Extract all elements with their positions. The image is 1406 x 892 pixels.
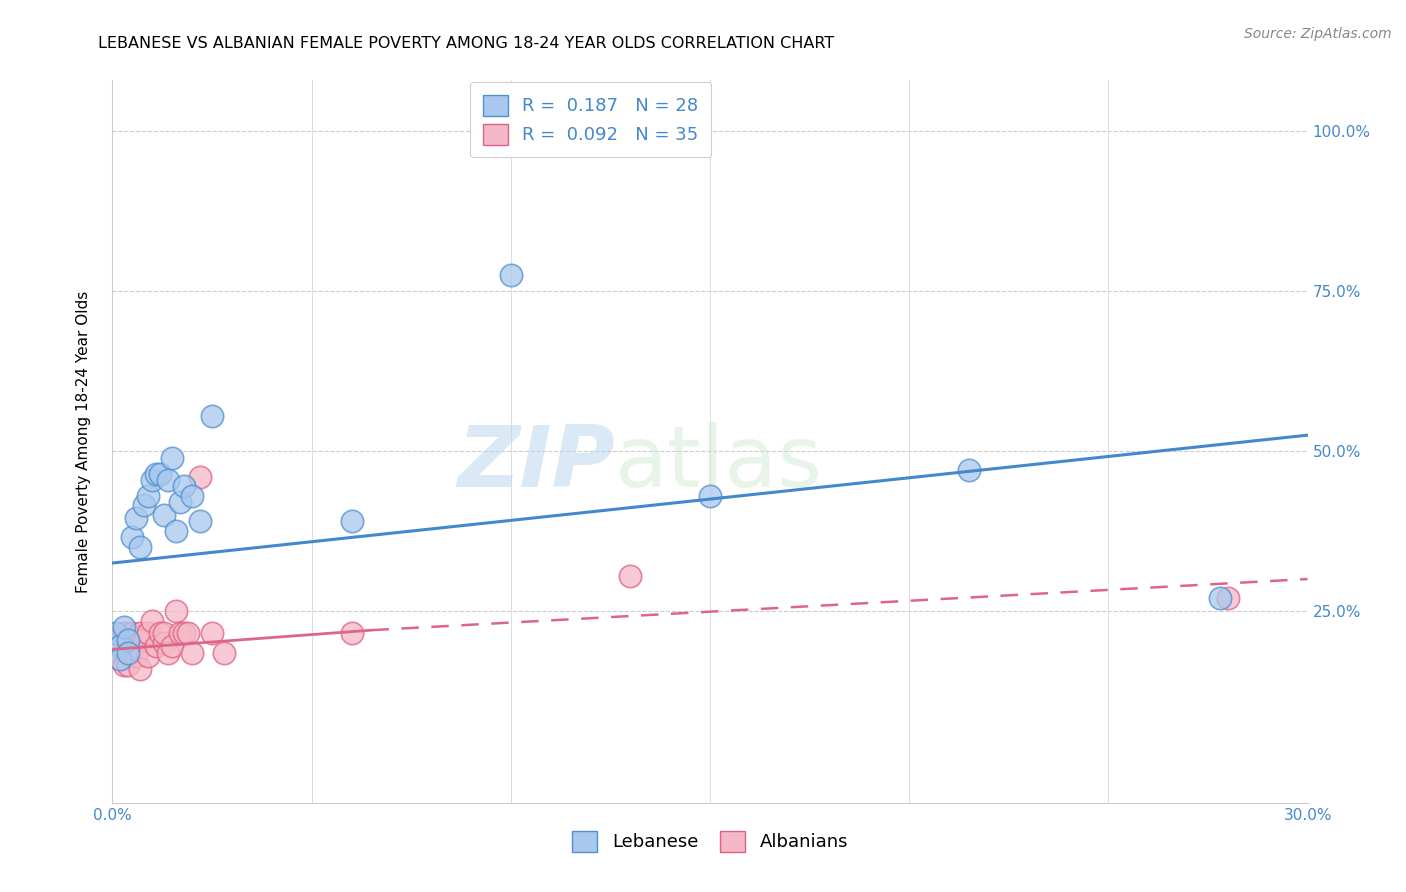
Point xyxy=(138,648,160,663)
Point xyxy=(138,626,160,640)
Text: atlas: atlas xyxy=(614,422,823,505)
Point xyxy=(129,540,152,554)
Point xyxy=(114,620,135,634)
Point xyxy=(499,268,522,283)
Point xyxy=(1209,591,1232,606)
Text: ZIP: ZIP xyxy=(457,422,614,505)
Point xyxy=(105,632,128,647)
Point xyxy=(134,499,156,513)
Point xyxy=(110,639,132,653)
Point xyxy=(114,658,135,673)
Text: LEBANESE VS ALBANIAN FEMALE POVERTY AMONG 18-24 YEAR OLDS CORRELATION CHART: LEBANESE VS ALBANIAN FEMALE POVERTY AMON… xyxy=(98,36,835,51)
Point xyxy=(699,489,721,503)
Point xyxy=(1216,591,1239,606)
Point xyxy=(201,409,224,423)
Point xyxy=(153,508,176,522)
Point xyxy=(340,626,363,640)
Point xyxy=(141,614,163,628)
Point xyxy=(153,636,176,650)
Point xyxy=(162,639,183,653)
Point xyxy=(173,626,195,640)
Point xyxy=(105,626,128,640)
Point xyxy=(149,467,172,481)
Point xyxy=(165,604,187,618)
Point xyxy=(105,646,128,660)
Point xyxy=(181,489,204,503)
Point xyxy=(117,646,139,660)
Point xyxy=(173,479,195,493)
Point xyxy=(134,632,156,647)
Point xyxy=(153,626,176,640)
Point xyxy=(201,626,224,640)
Point xyxy=(162,450,183,465)
Point xyxy=(957,463,980,477)
Point xyxy=(125,511,148,525)
Y-axis label: Female Poverty Among 18-24 Year Olds: Female Poverty Among 18-24 Year Olds xyxy=(76,291,91,592)
Point xyxy=(110,652,132,666)
Point xyxy=(177,626,200,640)
Point xyxy=(121,626,143,640)
Point xyxy=(149,626,172,640)
Point xyxy=(188,469,211,483)
Point xyxy=(212,646,235,660)
Point xyxy=(121,646,143,660)
Legend: Lebanese, Albanians: Lebanese, Albanians xyxy=(565,823,855,859)
Point xyxy=(619,569,641,583)
Point xyxy=(129,661,152,675)
Point xyxy=(129,626,152,640)
Point xyxy=(117,636,139,650)
Point xyxy=(340,515,363,529)
Point xyxy=(188,515,211,529)
Point xyxy=(117,658,139,673)
Point xyxy=(125,648,148,663)
Point xyxy=(110,639,132,653)
Point xyxy=(157,473,180,487)
Point xyxy=(169,626,191,640)
Point xyxy=(181,646,204,660)
Point xyxy=(165,524,187,538)
Point xyxy=(145,639,167,653)
Point xyxy=(145,467,167,481)
Point xyxy=(141,473,163,487)
Point xyxy=(117,632,139,647)
Point xyxy=(114,626,135,640)
Point xyxy=(125,630,148,644)
Point xyxy=(121,531,143,545)
Point xyxy=(138,489,160,503)
Text: Source: ZipAtlas.com: Source: ZipAtlas.com xyxy=(1244,27,1392,41)
Point xyxy=(110,652,132,666)
Point xyxy=(169,495,191,509)
Point xyxy=(157,646,180,660)
